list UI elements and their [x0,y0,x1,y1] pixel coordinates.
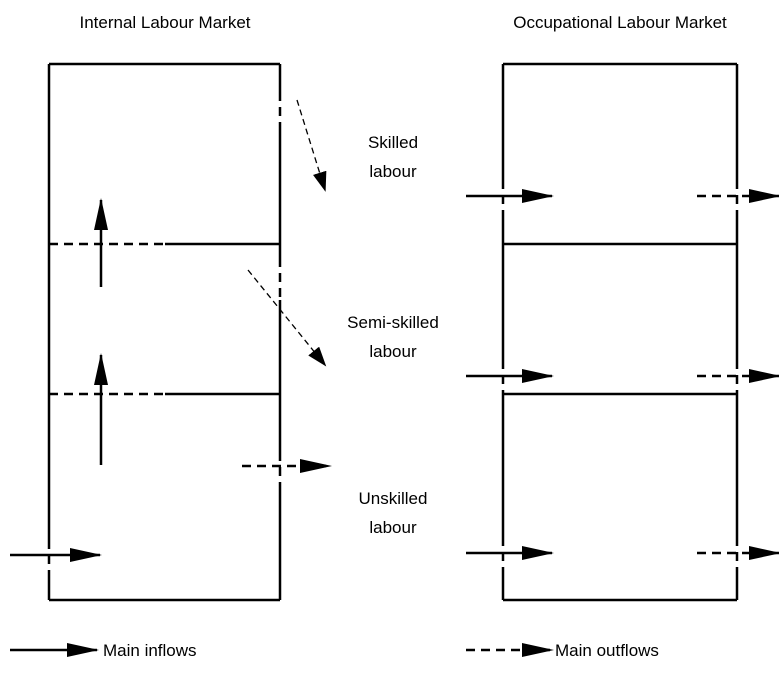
left-title: Internal Labour Market [79,13,250,32]
occupational-market-box [466,62,779,602]
level-label: Skilled [368,133,418,152]
level-label: labour [369,162,417,181]
right-title: Occupational Labour Market [513,13,727,32]
level-label: labour [369,518,417,537]
level-label: labour [369,342,417,361]
internal-market-box [10,62,332,602]
level-label: Unskilled [359,489,428,508]
legend: Main inflows Main outflows [10,641,659,660]
legend-label: Main inflows [103,641,197,660]
level-label: Semi-skilled [347,313,439,332]
legend-label: Main outflows [555,641,659,660]
